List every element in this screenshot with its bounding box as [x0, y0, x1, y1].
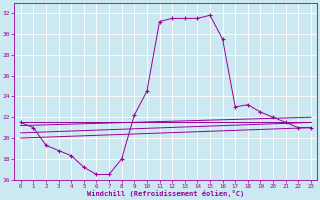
X-axis label: Windchill (Refroidissement éolien,°C): Windchill (Refroidissement éolien,°C) — [87, 190, 244, 197]
